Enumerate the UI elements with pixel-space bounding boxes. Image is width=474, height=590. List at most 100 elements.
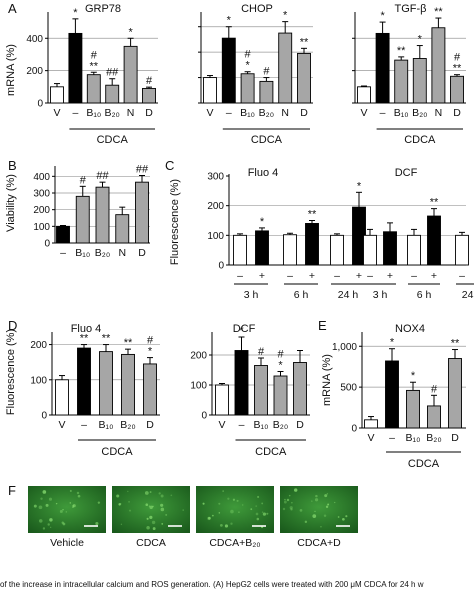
bar [305, 223, 319, 266]
cell-speck [312, 514, 317, 519]
treatment-sign: + [387, 270, 393, 282]
significance-mark: * [73, 7, 78, 19]
cell-speck [230, 522, 233, 525]
time-label: 24 h [338, 289, 359, 301]
cell-speck [337, 516, 340, 518]
group-label-cdca: CDCA [404, 134, 436, 146]
cell-speck [230, 509, 234, 514]
significance-mark: ** [102, 333, 111, 345]
cell-speck [314, 498, 319, 502]
cell-speck [149, 491, 152, 493]
cell-speck [288, 494, 291, 497]
bar [95, 186, 110, 244]
x-tick-label: D [145, 107, 153, 119]
cell-speck [72, 504, 76, 508]
x-tick-label: D [451, 432, 459, 444]
y-tick-label: 100 [190, 381, 207, 392]
panel-letter-b: B [8, 158, 17, 173]
cell-speck [289, 506, 293, 510]
treatment-sign: + [431, 270, 437, 282]
significance-mark: # [277, 349, 284, 361]
bar [412, 58, 427, 104]
cell-speck [294, 488, 298, 492]
cell-speck [165, 513, 168, 516]
bar [123, 45, 138, 104]
bar [142, 87, 156, 104]
significance-mark: # [431, 383, 438, 395]
bar [115, 214, 130, 244]
x-tick-label: V [367, 432, 374, 444]
cell-speck [152, 527, 156, 531]
treatment-sign: – [237, 270, 243, 282]
significance-mark: ** [308, 209, 317, 221]
cell-speck [42, 490, 47, 494]
y-tick-label: 0 [201, 411, 207, 422]
significance-mark: * [148, 346, 153, 358]
cell-speck [238, 511, 240, 513]
micrograph-label-1: CDCA [136, 537, 166, 549]
cell-speck [327, 503, 330, 506]
cell-speck [50, 526, 52, 528]
cell-speck [72, 506, 74, 508]
bar [203, 77, 217, 104]
x-tick-label: B₁₀ [254, 419, 269, 431]
y-tick-label: 0 [218, 261, 224, 272]
y-tick-label: 400 [33, 172, 50, 183]
cell-speck [311, 500, 313, 502]
cell-speck [128, 501, 130, 503]
bar [68, 32, 83, 104]
chart-title-2: TGF-β [395, 3, 427, 15]
y-tick-label: 1,000 [332, 342, 357, 353]
cell-speck [33, 504, 37, 508]
significance-mark: ## [136, 164, 149, 176]
cell-speck [95, 521, 99, 526]
x-tick-label: D [138, 247, 146, 259]
cell-speck [261, 511, 264, 513]
cell-speck [224, 524, 229, 528]
significance-mark: ** [300, 36, 309, 48]
bar [233, 234, 247, 266]
x-tick-label: B₂₀ [273, 419, 288, 431]
cell-speck [291, 502, 293, 504]
bar [86, 74, 101, 104]
cell-speck [320, 526, 322, 528]
bar [357, 86, 371, 104]
bar [234, 350, 249, 416]
cell-speck [220, 524, 223, 527]
significance-mark: ** [430, 197, 439, 209]
bar [254, 365, 268, 416]
y-tick-label: 100 [30, 375, 47, 386]
x-tick-label: N [281, 107, 289, 119]
significance-mark: * [260, 216, 265, 228]
significance-mark: ** [397, 45, 406, 57]
x-tick-label: B₁₀ [394, 107, 409, 119]
treatment-sign: – [367, 270, 373, 282]
treatment-sign: – [334, 270, 340, 282]
cell-speck [69, 502, 72, 504]
cell-speck [211, 514, 214, 517]
cell-speck [45, 503, 49, 507]
bar [121, 353, 135, 416]
cell-speck [55, 502, 58, 505]
subtitle-fluo4: Fluo 4 [248, 167, 279, 179]
micrograph-image [280, 486, 358, 533]
cell-speck [284, 498, 286, 501]
group-label-cdca: CDCA [101, 446, 133, 458]
cell-speck [62, 522, 66, 526]
x-tick-label: V [360, 107, 367, 119]
cell-speck [323, 514, 327, 518]
micrograph-image [196, 486, 274, 533]
y-axis-title: Fluorescence (%) [169, 179, 181, 265]
cell-speck [250, 508, 253, 511]
y-tick-label: 400 [26, 34, 43, 45]
bar [77, 347, 91, 416]
micrograph-label-2: CDCA+B₂₀ [209, 537, 260, 549]
x-tick-label: D [146, 419, 154, 431]
significance-mark: ## [106, 67, 119, 79]
x-tick-label: D [296, 419, 304, 431]
y-tick-label: 300 [33, 189, 50, 200]
bar [105, 84, 120, 104]
cell-speck [65, 511, 68, 513]
cell-speck [208, 516, 211, 520]
